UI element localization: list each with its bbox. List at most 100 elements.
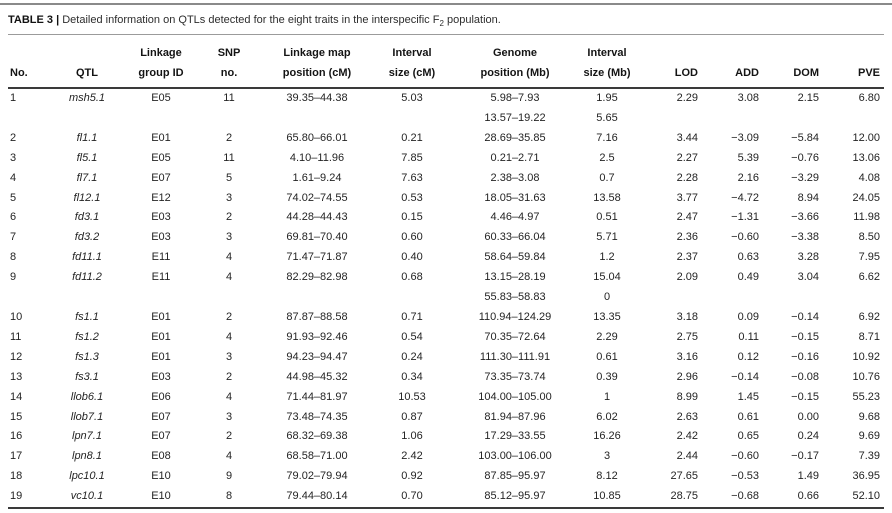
cell-dom: −3.38: [791, 231, 819, 244]
column-header-line1: SNP: [217, 47, 241, 59]
cell-qtl: lpc10.1: [69, 470, 105, 483]
column-header-line1: [48, 43, 126, 63]
cell-lod: 2.36: [676, 231, 698, 244]
cell-lod: 2.42: [676, 430, 698, 443]
table-header: No. QTL Linkage group ID SNP no. Linkage map po…: [8, 34, 884, 89]
cell-no: 10: [10, 310, 23, 323]
cell-lg: E03: [151, 370, 171, 383]
table-caption-text: Detailed information on QTLs detected fo…: [59, 14, 440, 26]
cell-dom: 8.94: [797, 191, 819, 204]
cell-imb: 16.26: [593, 430, 621, 443]
cell-no: 3: [10, 151, 17, 164]
cell-imb: 15.04: [593, 271, 621, 284]
cell-icm: 0.54: [401, 330, 423, 343]
cell-qtl: fs1.3: [75, 350, 99, 363]
cell-pve: 9.69: [858, 430, 880, 443]
cell-gen: 13.15–28.19: [484, 271, 546, 284]
table-row: 14 llob6.1 E06 4 71.44–81.97 10.53 104.00–105.…: [8, 388, 884, 408]
cell-gen: 4.46–4.97: [490, 211, 540, 224]
cell-imb: 7.16: [596, 131, 618, 144]
cell-map: 71.44–81.97: [286, 390, 348, 403]
cell-icm: 0.21: [401, 131, 423, 144]
cell-qtl: lpn7.1: [72, 430, 102, 443]
cell-gen: 111.30–111.91: [479, 350, 551, 363]
cell-map: 44.28–44.43: [286, 211, 348, 224]
cell-no: 1: [10, 92, 17, 104]
cell-pve: 8.50: [858, 231, 880, 244]
cell-snp: 2: [225, 430, 233, 443]
cell-pve: 7.95: [858, 251, 880, 264]
subcell-imb: 0: [603, 291, 611, 304]
cell-imb: 0.39: [596, 370, 618, 383]
column-header-imb: Interval size (Mb): [576, 34, 638, 89]
cell-snp: 2: [225, 211, 233, 224]
cell-lg: E01: [151, 131, 171, 144]
column-header-line2: QTL: [76, 67, 98, 79]
cell-no: 2: [10, 131, 17, 144]
cell-lg: E03: [151, 211, 171, 224]
cell-dom: 0.24: [797, 430, 819, 443]
cell-gen: 110.94–124.29: [478, 310, 552, 323]
subcell-icm: [370, 288, 454, 308]
cell-no: 15: [10, 410, 23, 423]
column-header-dom: DOM: [763, 34, 823, 89]
cell-no: 7: [10, 231, 17, 244]
cell-snp: 9: [225, 470, 233, 483]
table-row: 19 vc10.1 E10 8 79.44–80.14 0.70 85.12–95.97 10…: [8, 487, 884, 508]
cell-qtl: llob6.1: [70, 390, 104, 403]
cell-icm: 0.87: [401, 410, 423, 423]
cell-dom: −3.66: [791, 211, 819, 224]
cell-pve: 4.08: [858, 171, 880, 184]
subcell-imb: 5.65: [596, 111, 618, 124]
column-header-line2: ADD: [735, 67, 759, 79]
cell-snp: 3: [225, 231, 233, 244]
cell-add: −0.14: [731, 370, 759, 383]
cell-lod: 27.65: [670, 470, 698, 483]
cell-lod: 2.75: [676, 330, 698, 343]
cell-map: 39.35–44.38: [286, 92, 348, 104]
cell-no: 8: [10, 251, 17, 264]
subcell-no: [8, 109, 46, 129]
column-header-line2: size (Mb): [583, 67, 631, 79]
cell-lod: 3.44: [676, 131, 698, 144]
cell-gen: 5.98–7.93: [490, 92, 540, 104]
cell-map: 68.58–71.00: [286, 450, 348, 463]
table-row: 7 fd3.2 E03 3 69.81–70.40 0.60 60.33–66.04 5.71…: [8, 228, 884, 248]
subcell-no: [8, 288, 46, 308]
cell-dom: −0.15: [791, 330, 819, 343]
cell-add: 5.39: [737, 151, 759, 164]
cell-map: 73.48–74.35: [286, 410, 348, 423]
table-row: 11 fs1.2 E01 4 91.93–92.46 0.54 70.35–72.64 2.2…: [8, 328, 884, 348]
table-row: 1 msh5.1 E05 11 39.35–44.38 5.03 5.98–7.93 1.95…: [8, 88, 884, 109]
subcell-lod: [638, 109, 702, 129]
cell-pve: 6.62: [858, 271, 880, 284]
column-header-line2: PVE: [857, 67, 880, 79]
cell-lod: 3.77: [676, 191, 698, 204]
column-header-add: ADD: [702, 34, 763, 89]
cell-lg: E01: [151, 350, 171, 363]
cell-lg: E08: [151, 450, 171, 463]
subcell-gen: 55.83–58.83: [484, 291, 546, 304]
cell-qtl: fs1.2: [75, 330, 99, 343]
table-subrow: 55.83–58.83 0: [8, 288, 884, 308]
cell-dom: −0.08: [791, 370, 819, 383]
cell-icm: 0.68: [401, 271, 423, 284]
cell-map: 94.23–94.47: [286, 350, 348, 363]
cell-lod: 2.28: [676, 171, 698, 184]
table-row: 13 fs3.1 E03 2 44.98–45.32 0.34 73.35–73.74 0.3…: [8, 368, 884, 388]
cell-imb: 13.58: [593, 191, 621, 204]
cell-lg: E05: [151, 92, 171, 104]
column-header-line2: position (cM): [282, 67, 352, 79]
table-row: 3 fl5.1 E05 11 4.10–11.96 7.85 0.21–2.71 2.5 2.2…: [8, 149, 884, 169]
table-row: 9 fd11.2 E11 4 82.29–82.98 0.68 13.15–28.19 15.…: [8, 268, 884, 288]
cell-icm: 0.24: [401, 350, 423, 363]
cell-no: 17: [10, 450, 23, 463]
cell-lod: 2.63: [676, 410, 698, 423]
table-row: 18 lpc10.1 E10 9 79.02–79.94 0.92 87.85–95.97 8…: [8, 467, 884, 487]
cell-icm: 0.53: [401, 191, 423, 204]
cell-add: −0.60: [731, 231, 759, 244]
column-header-line1: Genome: [492, 47, 537, 59]
cell-pve: 12.00: [852, 131, 880, 144]
subcell-pve: [823, 109, 884, 129]
